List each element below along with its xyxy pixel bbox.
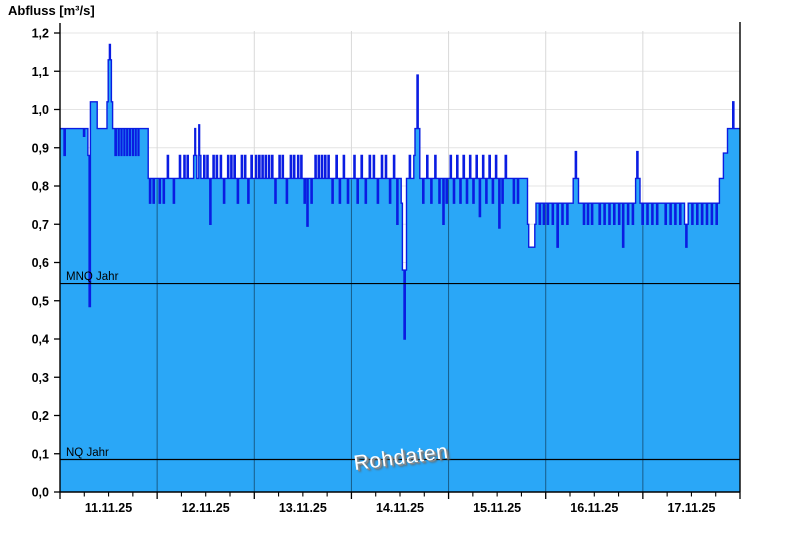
y-tick-label: 1,2 bbox=[32, 27, 49, 41]
y-tick-label: 0,2 bbox=[32, 409, 49, 423]
y-tick-label: 0,5 bbox=[32, 294, 49, 308]
y-tick-label: 0,4 bbox=[32, 333, 49, 347]
x-tick-label: 14.11.25 bbox=[376, 501, 424, 515]
discharge-line bbox=[60, 43, 740, 340]
chart-title: Abfluss [m³/s] bbox=[8, 3, 95, 18]
y-tick-label: 1,1 bbox=[32, 65, 49, 79]
y-tick-label: 0,6 bbox=[32, 256, 49, 270]
discharge-area bbox=[60, 44, 740, 492]
y-tick-label: 0,1 bbox=[32, 447, 49, 461]
y-tick-label: 0,8 bbox=[32, 180, 49, 194]
x-tick-label: 12.11.25 bbox=[182, 501, 230, 515]
y-tick-label: 0,9 bbox=[32, 141, 49, 155]
nq-reference-label: NQ Jahr bbox=[66, 447, 109, 459]
y-tick-label: 0,3 bbox=[32, 371, 49, 385]
x-tick-label: 11.11.25 bbox=[85, 501, 132, 515]
x-tick-label: 13.11.25 bbox=[279, 501, 327, 515]
x-tick-label: 17.11.25 bbox=[667, 501, 715, 515]
mnq-reference-label: MNQ Jahr bbox=[66, 271, 119, 283]
x-tick-label: 15.11.25 bbox=[473, 501, 521, 515]
y-tick-label: 0,7 bbox=[32, 218, 49, 232]
y-tick-label: 1,0 bbox=[32, 103, 49, 117]
y-tick-label: 0,0 bbox=[32, 486, 49, 500]
x-tick-label: 16.11.25 bbox=[570, 501, 618, 515]
